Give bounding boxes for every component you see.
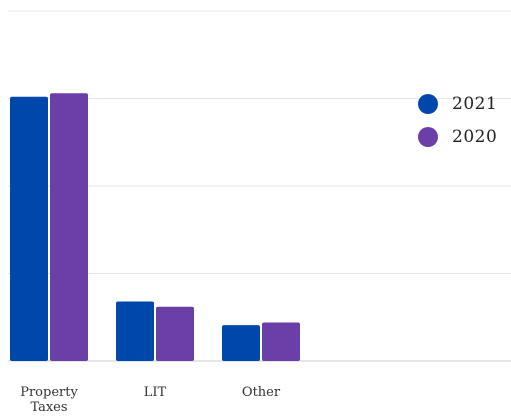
bars — [10, 93, 300, 361]
x-tick-label-other: Other — [242, 385, 281, 400]
legend-label-2021: 2021 — [452, 94, 497, 114]
bar-lit-2020[interactable] — [156, 306, 194, 361]
legend-marker-2021 — [418, 94, 438, 114]
x-tick-label-property-taxes: Property Taxes — [20, 385, 78, 415]
legend-marker-2020 — [418, 127, 438, 147]
bar-property-taxes-2020[interactable] — [50, 93, 88, 361]
bar-other-2021[interactable] — [222, 325, 260, 361]
bar-lit-2021[interactable] — [116, 301, 154, 362]
legend-item-2020[interactable]: 2020 — [418, 127, 497, 147]
legend-label-2020: 2020 — [452, 127, 497, 147]
x-tick-label-lit: LIT — [144, 385, 167, 400]
x-tick-labels: Property Taxes LIT Other — [20, 385, 281, 415]
bar-property-taxes-2021[interactable] — [10, 96, 48, 361]
legend: 2021 2020 — [418, 94, 497, 147]
bar-other-2020[interactable] — [262, 322, 300, 362]
legend-item-2021[interactable]: 2021 — [418, 94, 497, 114]
